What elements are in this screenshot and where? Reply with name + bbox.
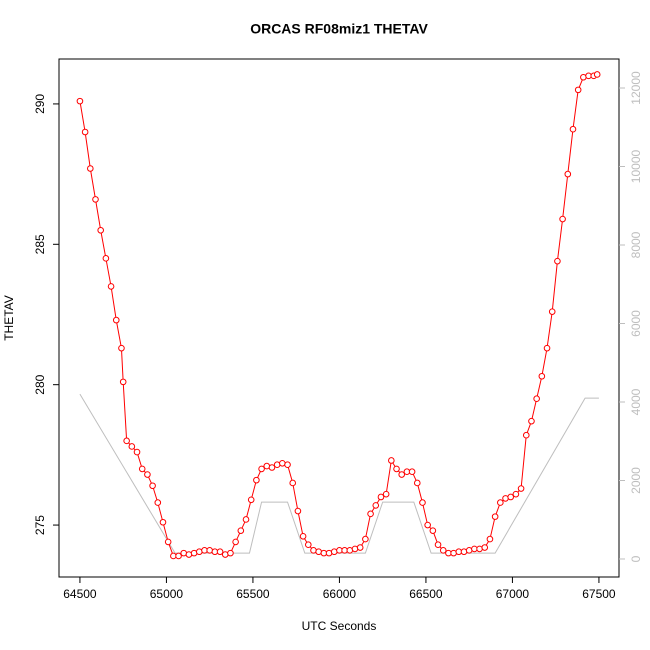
data-point [393, 465, 400, 473]
data-point [533, 395, 540, 403]
x-tick-label: 66000 [323, 587, 357, 601]
data-point [294, 507, 302, 515]
x-tick-label: 64500 [63, 587, 97, 601]
data-point [413, 479, 421, 487]
y2-tick-label: 8000 [629, 231, 643, 258]
data-point [227, 549, 234, 557]
data-point [253, 476, 260, 484]
data-point [154, 499, 162, 506]
x-tick-label: 67000 [496, 587, 530, 601]
chart-title: ORCAS RF08miz1 THETAV [250, 21, 428, 37]
data-point [388, 457, 395, 464]
data-point [164, 538, 172, 546]
data-point [486, 535, 494, 543]
data-point [112, 316, 120, 324]
data-point [372, 502, 380, 509]
y2-tick-label: 6000 [629, 310, 643, 337]
data-point [258, 465, 265, 473]
y2-tick-label: 2000 [629, 467, 643, 494]
data-point [491, 513, 499, 520]
data-point [517, 485, 525, 492]
data-point [123, 437, 130, 445]
series-line [79, 73, 598, 557]
data-point [424, 521, 431, 529]
data-point [289, 479, 297, 487]
y-tick-label: 285 [33, 234, 47, 254]
data-point [564, 170, 572, 178]
data-point [144, 471, 151, 478]
data-point [133, 448, 141, 456]
y2-tick-label: 0 [629, 555, 643, 562]
y2-tick-label: 4000 [629, 388, 643, 415]
data-point [554, 257, 561, 265]
data-point [548, 308, 556, 315]
data-point [367, 510, 374, 518]
data-point [175, 552, 182, 560]
data-point [242, 516, 250, 523]
x-axis-label: UTC Seconds [302, 619, 377, 633]
data-point [299, 532, 307, 540]
data-point [593, 71, 601, 78]
data-point [76, 97, 84, 105]
data-point [356, 544, 364, 551]
data-point [559, 215, 566, 223]
data-point [507, 493, 515, 501]
data-point [429, 527, 437, 534]
data-point [107, 283, 115, 290]
data-point [159, 518, 167, 526]
data-point [97, 226, 104, 234]
data-point [377, 493, 385, 501]
data-point [87, 165, 94, 172]
y2-tick-label: 12000 [629, 71, 643, 105]
data-point [81, 128, 89, 136]
data-point [92, 196, 99, 203]
data-point [538, 372, 546, 380]
data-point [128, 443, 136, 450]
data-point [149, 482, 156, 490]
data-point [382, 490, 390, 498]
data-point [237, 527, 245, 534]
data-point [119, 378, 127, 386]
data-point [398, 471, 406, 478]
data-point [138, 465, 146, 473]
data-point [232, 538, 239, 546]
data-point [118, 344, 125, 352]
data-point [569, 125, 577, 133]
data-point [543, 344, 551, 352]
data-point [522, 431, 530, 439]
data-point [481, 544, 489, 551]
y-tick-label: 275 [33, 515, 47, 535]
data-point [419, 499, 426, 506]
data-point [284, 461, 291, 468]
x-tick-label: 66500 [409, 587, 443, 601]
y-tick-label: 290 [33, 94, 47, 114]
data-point [408, 468, 416, 476]
x-tick-label: 67500 [582, 587, 616, 601]
data-point [304, 541, 312, 549]
y-tick-label: 280 [33, 374, 47, 394]
data-point [512, 490, 520, 498]
data-point [434, 541, 442, 549]
data-point [497, 499, 504, 506]
x-tick-label: 65500 [236, 587, 270, 601]
x-tick-label: 65000 [150, 587, 184, 601]
data-point [439, 547, 447, 554]
y-axis-label: THETAV [2, 295, 16, 341]
data-point [574, 86, 582, 94]
series-line [79, 393, 599, 554]
data-point [528, 417, 535, 425]
data-point [362, 535, 369, 543]
data-point [216, 548, 224, 556]
data-point [102, 255, 110, 262]
data-point [268, 464, 276, 471]
y2-tick-label: 10000 [629, 149, 643, 183]
data-point [247, 496, 255, 504]
